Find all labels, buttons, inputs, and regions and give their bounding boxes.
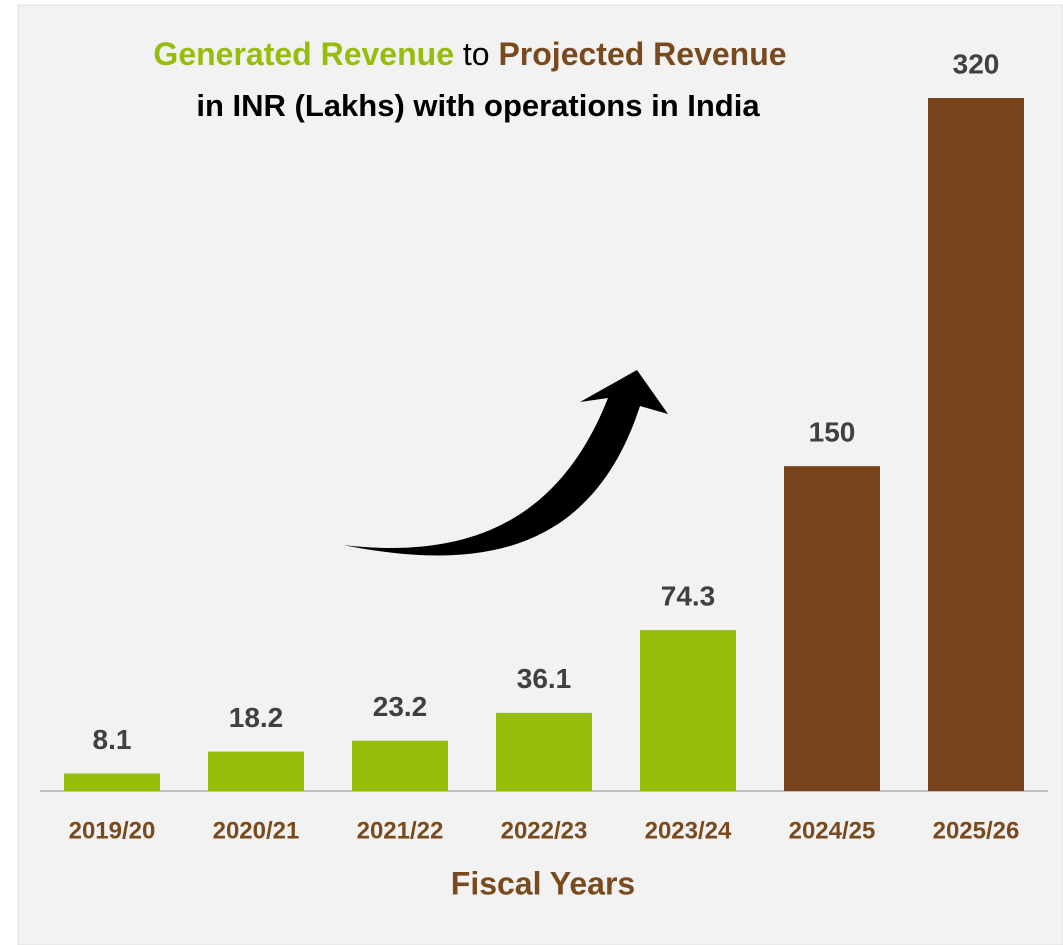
growth-arrow xyxy=(343,370,668,556)
bar xyxy=(64,773,160,791)
x-axis-title: Fiscal Years xyxy=(451,865,635,901)
data-label: 320 xyxy=(953,48,1000,79)
data-label: 150 xyxy=(809,417,856,448)
data-label: 74.3 xyxy=(661,580,716,611)
data-label: 23.2 xyxy=(373,691,428,722)
x-tick-label: 2019/20 xyxy=(69,817,156,844)
chart-subtitle: in INR (Lakhs) with operations in India xyxy=(196,88,760,123)
data-label: 36.1 xyxy=(517,663,572,694)
bar xyxy=(640,630,736,791)
bar xyxy=(208,751,304,791)
x-tick-label: 2024/25 xyxy=(789,817,876,844)
title-part: Generated Revenue xyxy=(153,36,454,72)
chart-title: Generated Revenue to Projected Revenue xyxy=(153,36,786,72)
bar xyxy=(928,98,1024,791)
x-tick-label: 2021/22 xyxy=(357,817,444,844)
bar xyxy=(496,712,592,791)
bar xyxy=(352,740,448,791)
title-part: to xyxy=(463,36,490,72)
data-label: 8.1 xyxy=(93,724,132,755)
x-tick-label: 2022/23 xyxy=(501,817,588,844)
x-tick-label: 2020/21 xyxy=(213,817,300,844)
bar xyxy=(784,466,880,791)
data-label: 18.2 xyxy=(229,702,284,733)
x-tick-label: 2025/26 xyxy=(933,817,1020,844)
title-part: Projected Revenue xyxy=(498,36,786,72)
x-tick-label: 2023/24 xyxy=(645,817,732,844)
chart-background xyxy=(17,4,1063,945)
